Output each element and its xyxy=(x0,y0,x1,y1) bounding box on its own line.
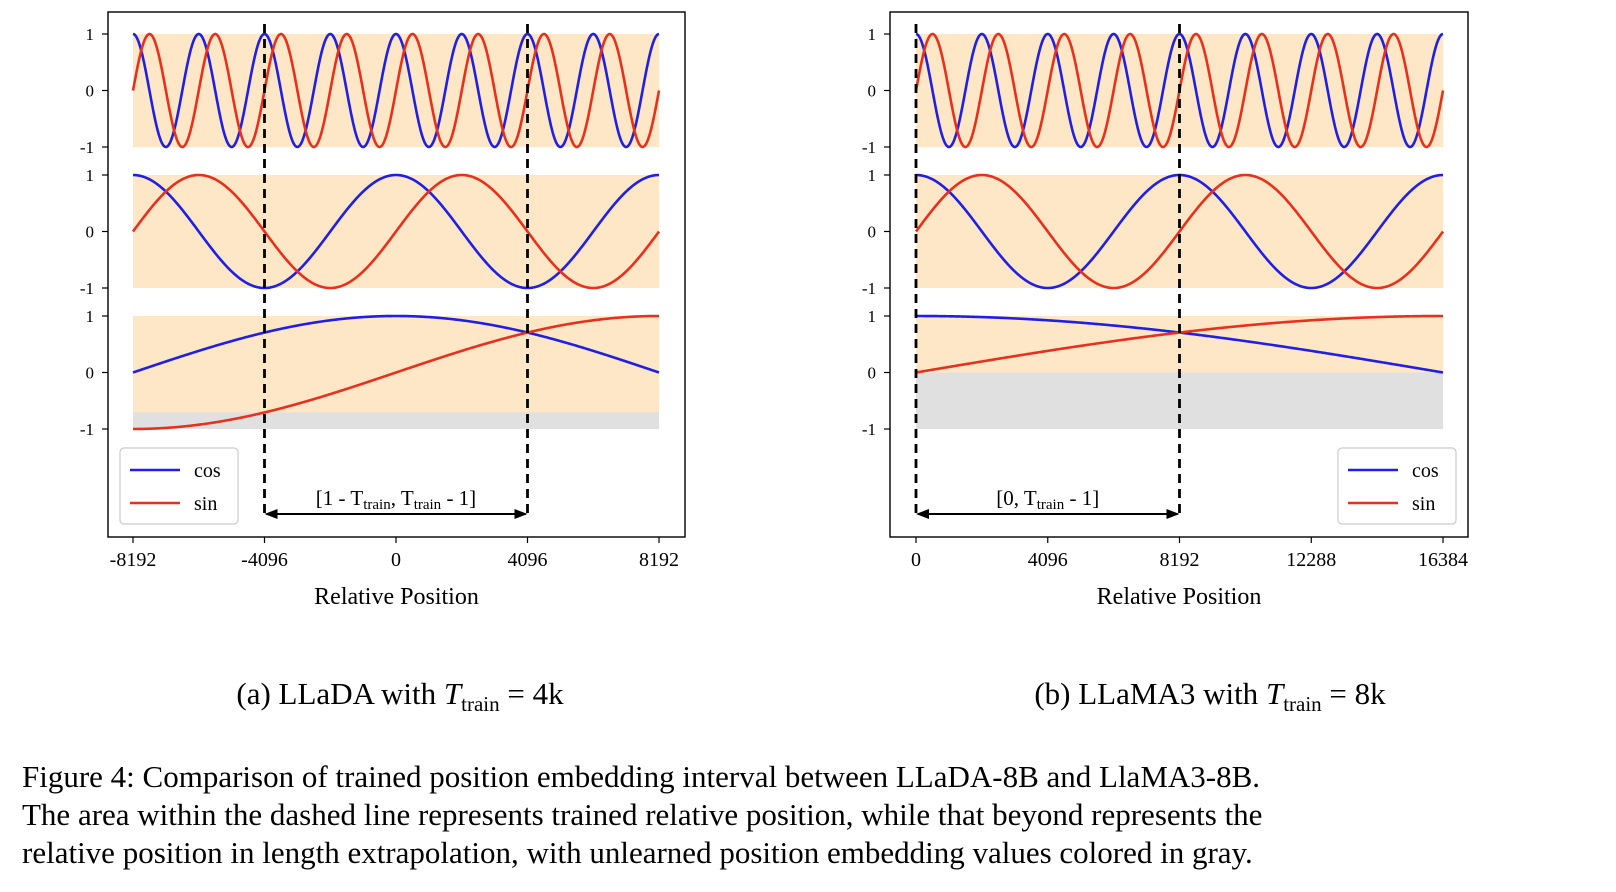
legend-box xyxy=(1337,447,1457,525)
x-tick-label: 0 xyxy=(911,549,921,571)
sin-curve xyxy=(914,173,1445,290)
trained-interval-label: [0, Ttrain - 1] xyxy=(996,486,1099,513)
x-tick-label: 8192 xyxy=(639,549,679,571)
figure-caption-line: The area within the dashed line represen… xyxy=(22,797,1263,832)
legend-label-cos: cos xyxy=(1412,460,1439,482)
x-tick-label: 8192 xyxy=(1160,549,1200,571)
legend-box xyxy=(119,447,239,525)
interval-label-subscript: train xyxy=(1037,497,1065,513)
subcaption-b-var: T xyxy=(1265,676,1284,711)
y-tick-label: 1 xyxy=(86,166,95,185)
y-tick-label: -1 xyxy=(80,138,94,157)
sin-curve xyxy=(131,32,661,149)
x-axis-label: Relative Position xyxy=(314,584,479,610)
y-tick-label: 0 xyxy=(86,223,95,242)
y-tick-label: -1 xyxy=(862,279,876,298)
y-tick-label: 0 xyxy=(868,223,877,242)
cos-curve xyxy=(132,173,660,290)
interval-label-text: [0, T xyxy=(996,486,1037,510)
subcaption-a-sub: train xyxy=(461,692,500,717)
x-tick-label: 0 xyxy=(391,549,401,571)
y-tick-label: 1 xyxy=(86,307,95,326)
interval-label-text: [1 - T xyxy=(316,486,364,510)
y-tick-label: 0 xyxy=(86,82,95,101)
y-tick-label: 1 xyxy=(868,166,877,185)
interval-arrow-head-left xyxy=(264,509,278,519)
interval-label-text: , T xyxy=(391,486,414,510)
panel-a: 1 0 -1 1 0 -1 1 0 -1 -8192 -4096 0 4096 8192 Relative … xyxy=(80,11,686,610)
cos-curve xyxy=(132,314,660,374)
y-tick-label: -1 xyxy=(80,279,94,298)
subcaption-a-var: T xyxy=(443,676,462,711)
trained-interval-label: [1 - Ttrain, Ttrain - 1] xyxy=(316,486,476,513)
subcaption-a-suffix: = 4k xyxy=(499,676,564,711)
panel-b: 1 0 -1 1 0 -1 1 0 -1 0 4096 8192 12288 16384 Relative … xyxy=(862,11,1469,610)
interval-label-text: - 1] xyxy=(1064,486,1099,510)
y-tick-label: 1 xyxy=(868,25,877,44)
figure-caption-line: relative position in length extrapolatio… xyxy=(22,835,1253,870)
y-tick-label: -1 xyxy=(862,420,876,439)
x-tick-label: -8192 xyxy=(110,549,157,571)
sin-curve xyxy=(131,173,661,290)
subcaption-a: (a) LLaDA with Ttrain = 4k xyxy=(120,676,680,717)
x-tick-label: -4096 xyxy=(241,549,288,571)
y-tick-label: 1 xyxy=(86,25,95,44)
x-axis-label: Relative Position xyxy=(1097,584,1262,610)
subcaption-b-sub: train xyxy=(1283,692,1322,717)
subcaption-b-prefix: (b) LLaMA3 with xyxy=(1034,676,1266,711)
y-tick-label: -1 xyxy=(80,420,94,439)
x-tick-label: 4096 xyxy=(508,549,548,571)
sin-curve xyxy=(133,314,659,431)
y-tick-label: 0 xyxy=(868,364,877,383)
legend-label-sin: sin xyxy=(1412,493,1435,515)
figure-canvas: 1 0 -1 1 0 -1 1 0 -1 -8192 -4096 0 4096 8192 Relative … xyxy=(80,11,1469,610)
interval-arrow-head-right xyxy=(1166,509,1180,519)
interval-arrow-head-left xyxy=(916,509,929,519)
y-tick-label: 0 xyxy=(868,82,877,101)
x-tick-label: 12288 xyxy=(1286,549,1336,571)
cos-curve xyxy=(132,32,660,149)
interval-label-subscript: train xyxy=(363,497,391,513)
figure-caption-line: Figure 4: Comparison of trained position… xyxy=(22,759,1261,794)
y-tick-label: 0 xyxy=(86,364,95,383)
subcaption-a-prefix: (a) LLaDA with xyxy=(236,676,444,711)
legend-label-sin: sin xyxy=(194,493,217,515)
legend-label-cos: cos xyxy=(194,460,221,482)
y-tick-label: 1 xyxy=(868,307,877,326)
interval-arrow-head-right xyxy=(514,509,528,519)
x-tick-label: 4096 xyxy=(1028,549,1068,571)
subcaption-b: (b) LLaMA3 with Ttrain = 8k xyxy=(930,676,1490,717)
x-tick-label: 16384 xyxy=(1418,549,1468,571)
interval-label-subscript: train xyxy=(414,497,442,513)
interval-label-text: - 1] xyxy=(441,486,476,510)
untrained-band xyxy=(133,412,659,429)
cos-curve xyxy=(915,32,1444,149)
y-tick-label: -1 xyxy=(862,138,876,157)
figure-caption: Figure 4: Comparison of trained position… xyxy=(22,758,1607,872)
subcaption-b-suffix: = 8k xyxy=(1321,676,1386,711)
